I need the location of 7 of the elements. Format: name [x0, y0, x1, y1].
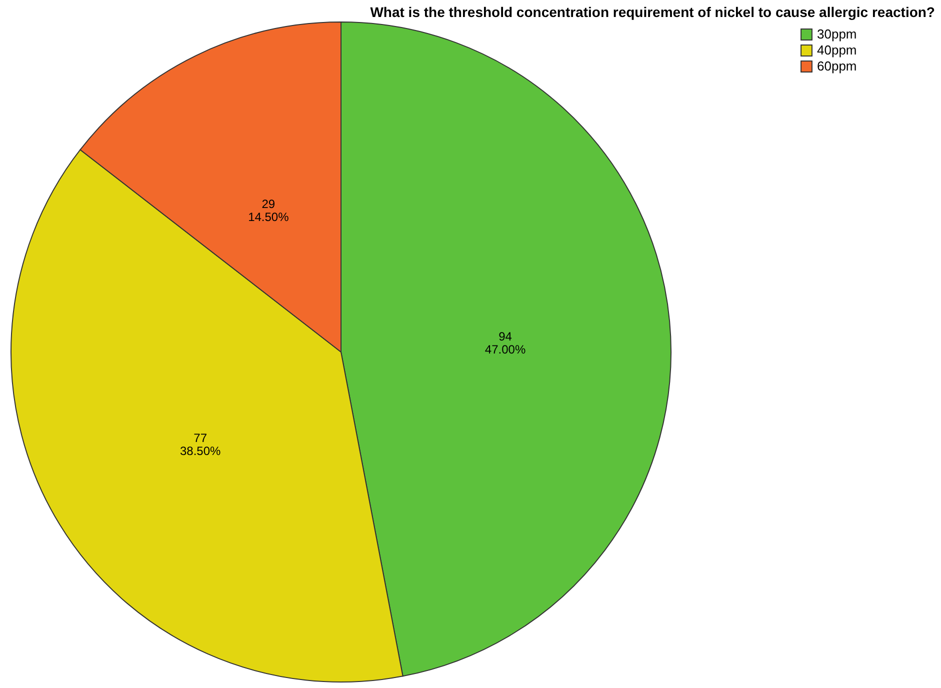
chart-title: What is the threshold concentration requirement of nickel to cause allergic reaction? [370, 4, 935, 20]
data-label: 77 38.50% [180, 431, 221, 458]
legend-label: 40ppm [817, 42, 857, 58]
data-label: 29 14.50% [248, 196, 290, 224]
data-label: 94 47.00% [484, 329, 526, 356]
legend-label: 30ppm [817, 26, 857, 42]
legend-label: 60ppm [817, 58, 857, 74]
